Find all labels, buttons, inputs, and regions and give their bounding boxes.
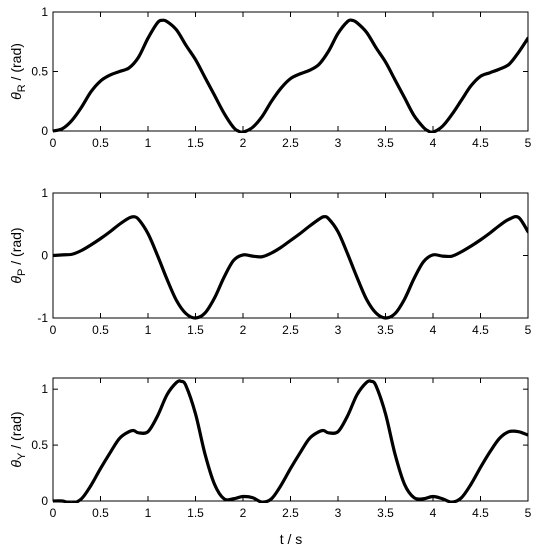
axes-frame [52, 377, 529, 502]
x-tick-label: 0.5 [92, 506, 109, 520]
x-tick-label: 4 [430, 506, 437, 520]
x-tick-label: 4 [430, 323, 437, 337]
x-tick-label: 4 [430, 136, 437, 150]
y-tick-label: 1 [41, 382, 48, 396]
y-axis-symbol: θ [8, 276, 24, 284]
y-axis-subscript: Y [16, 452, 28, 460]
series-line-1 [53, 18, 528, 133]
y-tick-label: 0.5 [31, 438, 48, 452]
x-tick-label: 2.5 [282, 506, 299, 520]
x-tick-label: 1 [145, 323, 152, 337]
x-tick-label: 5 [525, 323, 532, 337]
chart-panel-3: 0 0.5 1 1.5 2 2.5 3 3.5 4 4.5 5 0 0.5 1 θY / (rad) [8, 377, 532, 520]
y-axis-subscript: P [16, 269, 28, 276]
x-tick-label: 0 [50, 136, 57, 150]
x-tick-label: 4.5 [472, 136, 489, 150]
x-tick-label: 4.5 [472, 506, 489, 520]
x-tick-label: 1.5 [187, 136, 204, 150]
x-tick-label: 2.5 [282, 323, 299, 337]
y-axis-unit: / (rad) [8, 411, 24, 452]
y-tick-label: 0.5 [31, 65, 48, 79]
y-axis-label: θR / (rad) [8, 43, 28, 100]
x-tick-label: 0.5 [92, 136, 109, 150]
x-tick-label: 0.5 [92, 323, 109, 337]
x-tick-label: 3 [335, 136, 342, 150]
x-tick-label: 3 [335, 323, 342, 337]
x-tick-label: 5 [525, 506, 532, 520]
y-axis-subscript: R [16, 84, 28, 92]
x-tick-label: 3 [335, 506, 342, 520]
y-axis-unit: / (rad) [8, 43, 24, 84]
x-tick-label: 1 [145, 506, 152, 520]
x-tick-label: 2.5 [282, 136, 299, 150]
x-tick-label: 3.5 [377, 323, 394, 337]
y-tick-label: 0 [41, 124, 48, 138]
x-tick-label: 3.5 [377, 506, 394, 520]
x-tick-label: 1.5 [187, 506, 204, 520]
x-tick-label: 2 [240, 506, 247, 520]
y-axis-label: θP / (rad) [8, 227, 28, 283]
y-tick-label: 0 [41, 249, 48, 263]
x-tick-label: 2 [240, 136, 247, 150]
x-tick-label: 0 [50, 506, 57, 520]
y-axis-symbol: θ [8, 92, 24, 100]
x-axis-label: t / s [280, 531, 303, 547]
y-tick-label: 1 [41, 186, 48, 200]
y-tick-label: -1 [37, 311, 48, 325]
chart-panel-1: 0 0.5 1 1.5 2 2.5 3 3.5 4 4.5 5 0 0.5 1 θR / (rad) [8, 5, 532, 150]
y-tick-label: 1 [41, 5, 48, 19]
x-tick-label: 0 [50, 323, 57, 337]
x-tick-label: 1.5 [187, 323, 204, 337]
y-axis-symbol: θ [8, 460, 24, 468]
y-tick-label: 0 [41, 494, 48, 508]
x-tick-label: 2 [240, 323, 247, 337]
y-axis-label: θY / (rad) [8, 411, 28, 467]
series-line-1 [53, 379, 528, 503]
series-line-1 [53, 215, 528, 320]
x-tick-label: 3.5 [377, 136, 394, 150]
x-tick-label: 4.5 [472, 323, 489, 337]
x-tick-label: 1 [145, 136, 152, 150]
y-axis-unit: / (rad) [8, 227, 24, 268]
x-tick-label: 5 [525, 136, 532, 150]
